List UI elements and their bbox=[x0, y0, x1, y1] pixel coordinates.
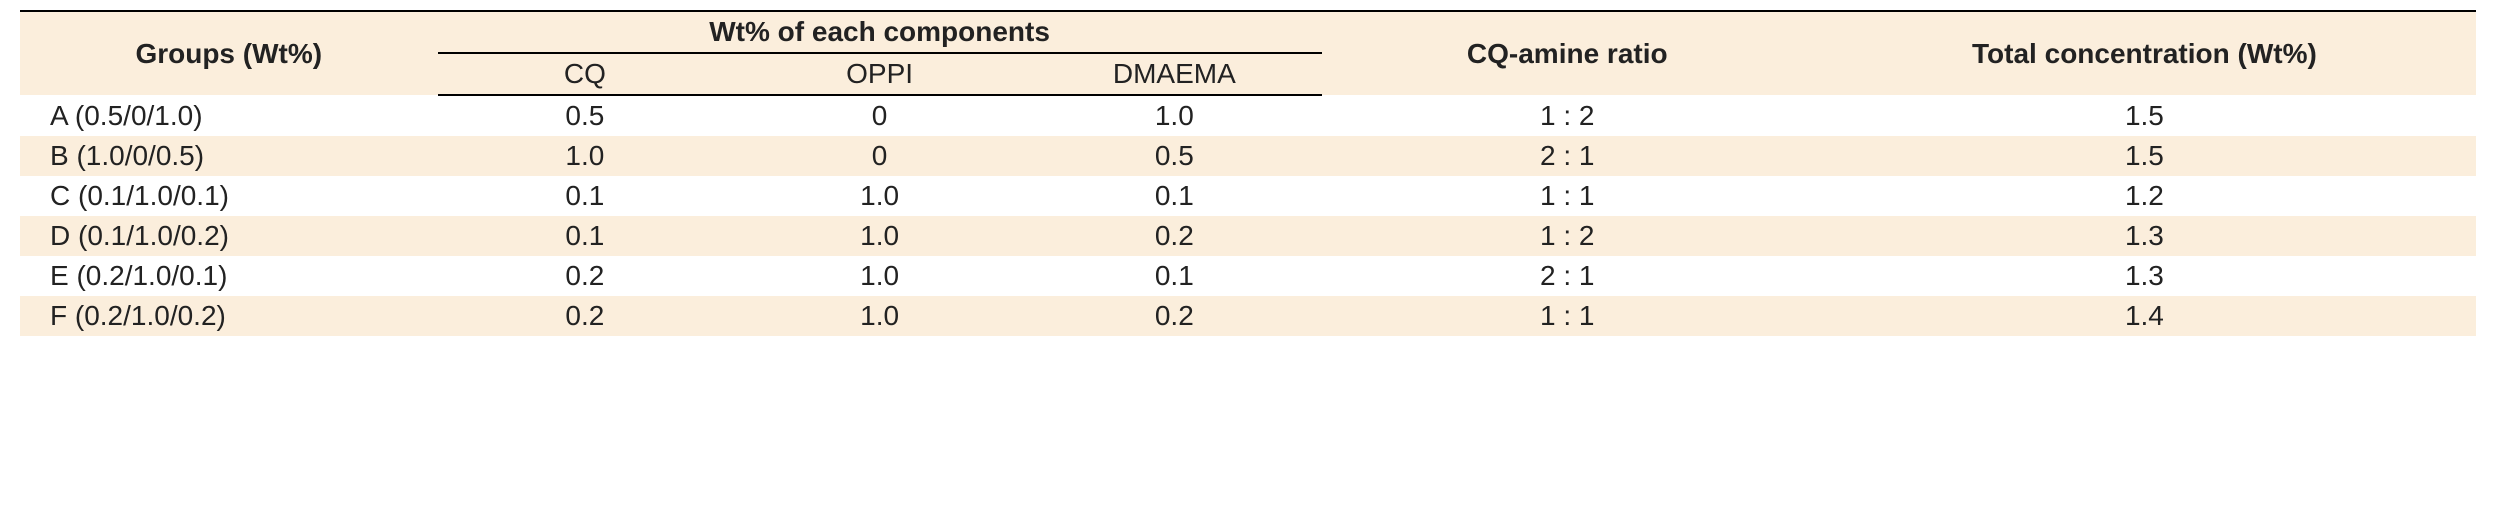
cell-oppi: 1.0 bbox=[732, 256, 1027, 296]
cell-ratio: 2 : 1 bbox=[1322, 136, 1813, 176]
cell-cq: 0.5 bbox=[438, 95, 733, 136]
cell-group: A (0.5/0/1.0) bbox=[20, 95, 438, 136]
sub-header-cq: CQ bbox=[438, 53, 733, 95]
cell-dmaema: 0.1 bbox=[1027, 176, 1322, 216]
cell-cq: 0.2 bbox=[438, 296, 733, 336]
col-header-groups: Groups (Wt%) bbox=[20, 11, 438, 95]
cell-oppi: 0 bbox=[732, 95, 1027, 136]
cell-total: 1.5 bbox=[1813, 136, 2476, 176]
col-header-components: Wt% of each components bbox=[438, 11, 1322, 53]
col-header-total: Total concentration (Wt%) bbox=[1813, 11, 2476, 95]
cell-oppi: 1.0 bbox=[732, 176, 1027, 216]
table-row: F (0.2/1.0/0.2)0.21.00.21 : 11.4 bbox=[20, 296, 2476, 336]
cell-dmaema: 0.2 bbox=[1027, 216, 1322, 256]
cell-ratio: 2 : 1 bbox=[1322, 256, 1813, 296]
cell-group: C (0.1/1.0/0.1) bbox=[20, 176, 438, 216]
table-row: A (0.5/0/1.0)0.501.01 : 21.5 bbox=[20, 95, 2476, 136]
cell-group: E (0.2/1.0/0.1) bbox=[20, 256, 438, 296]
cell-group: B (1.0/0/0.5) bbox=[20, 136, 438, 176]
cell-dmaema: 0.2 bbox=[1027, 296, 1322, 336]
cell-dmaema: 1.0 bbox=[1027, 95, 1322, 136]
cell-dmaema: 0.1 bbox=[1027, 256, 1322, 296]
cell-ratio: 1 : 1 bbox=[1322, 296, 1813, 336]
cell-ratio: 1 : 2 bbox=[1322, 95, 1813, 136]
cell-total: 1.5 bbox=[1813, 95, 2476, 136]
cell-oppi: 1.0 bbox=[732, 296, 1027, 336]
composition-table: Groups (Wt%) Wt% of each components CQ-a… bbox=[20, 10, 2476, 336]
cell-total: 1.3 bbox=[1813, 256, 2476, 296]
table-body: A (0.5/0/1.0)0.501.01 : 21.5B (1.0/0/0.5… bbox=[20, 95, 2476, 336]
cell-ratio: 1 : 1 bbox=[1322, 176, 1813, 216]
cell-cq: 0.2 bbox=[438, 256, 733, 296]
cell-total: 1.2 bbox=[1813, 176, 2476, 216]
cell-total: 1.4 bbox=[1813, 296, 2476, 336]
cell-cq: 0.1 bbox=[438, 216, 733, 256]
table-row: D (0.1/1.0/0.2)0.11.00.21 : 21.3 bbox=[20, 216, 2476, 256]
cell-cq: 0.1 bbox=[438, 176, 733, 216]
cell-group: F (0.2/1.0/0.2) bbox=[20, 296, 438, 336]
sub-header-oppi: OPPI bbox=[732, 53, 1027, 95]
cell-total: 1.3 bbox=[1813, 216, 2476, 256]
table-row: C (0.1/1.0/0.1)0.11.00.11 : 11.2 bbox=[20, 176, 2476, 216]
cell-oppi: 0 bbox=[732, 136, 1027, 176]
cell-cq: 1.0 bbox=[438, 136, 733, 176]
sub-header-dmaema: DMAEMA bbox=[1027, 53, 1322, 95]
table-row: B (1.0/0/0.5)1.000.52 : 11.5 bbox=[20, 136, 2476, 176]
cell-oppi: 1.0 bbox=[732, 216, 1027, 256]
table-row: E (0.2/1.0/0.1)0.21.00.12 : 11.3 bbox=[20, 256, 2476, 296]
cell-group: D (0.1/1.0/0.2) bbox=[20, 216, 438, 256]
cell-dmaema: 0.5 bbox=[1027, 136, 1322, 176]
cell-ratio: 1 : 2 bbox=[1322, 216, 1813, 256]
col-header-ratio: CQ-amine ratio bbox=[1322, 11, 1813, 95]
